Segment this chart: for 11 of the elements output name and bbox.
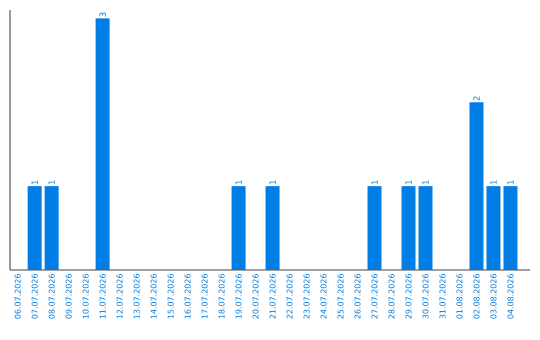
data-label: 1: [405, 180, 412, 184]
data-label: 1: [235, 180, 242, 184]
data-label: 1: [422, 180, 429, 184]
data-label: 3: [99, 12, 106, 17]
data-label: 1: [48, 180, 55, 184]
data-label: 1: [32, 180, 38, 184]
data-label: 1: [490, 180, 497, 184]
data-label: 1: [269, 180, 276, 184]
data-label: 2: [473, 96, 480, 100]
data-label: 1: [507, 180, 514, 184]
data-label: 1: [371, 180, 378, 184]
